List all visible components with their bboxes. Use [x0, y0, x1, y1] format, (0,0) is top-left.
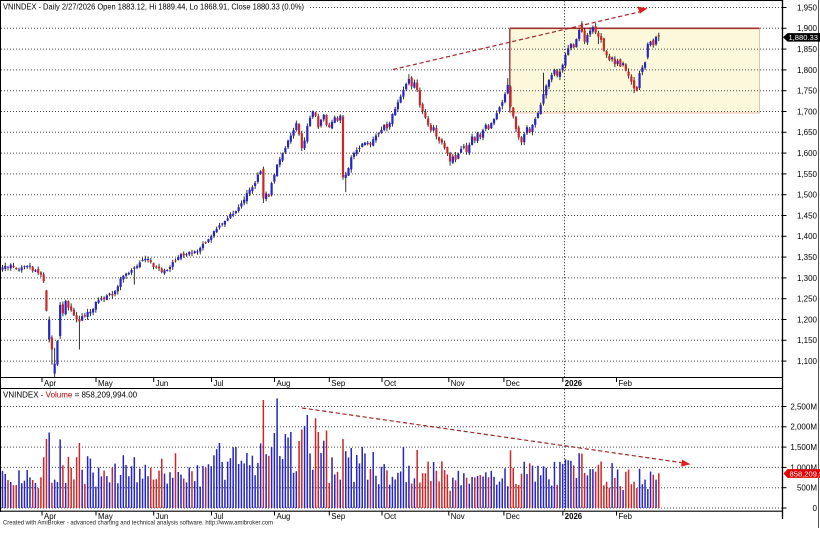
svg-text:1,750: 1,750: [797, 87, 818, 96]
svg-text:1,500: 1,500: [797, 191, 818, 200]
svg-text:1,500M: 1,500M: [790, 443, 817, 452]
svg-text:Feb: Feb: [619, 512, 633, 521]
svg-text:1,150: 1,150: [797, 336, 818, 345]
svg-text:Apr: Apr: [44, 379, 57, 388]
svg-text:1,200: 1,200: [797, 315, 818, 324]
svg-text:2026: 2026: [565, 379, 583, 388]
svg-text:Nov: Nov: [451, 512, 465, 521]
svg-text:Dec: Dec: [506, 512, 520, 521]
svg-text:1,800: 1,800: [797, 66, 818, 75]
svg-text:1,300: 1,300: [797, 274, 818, 283]
svg-text:1,700: 1,700: [797, 107, 818, 116]
svg-text:Created with AmiBroker - advan: Created with AmiBroker - advanced charti…: [3, 520, 273, 527]
svg-text:1,400: 1,400: [797, 232, 818, 241]
svg-text:Nov: Nov: [451, 379, 465, 388]
svg-text:Jul: Jul: [214, 379, 224, 388]
svg-text:2026: 2026: [565, 512, 583, 521]
svg-text:Sep: Sep: [331, 379, 346, 388]
svg-text:1,250: 1,250: [797, 295, 818, 304]
svg-text:1,950: 1,950: [797, 3, 818, 12]
svg-text:2,500M: 2,500M: [790, 402, 817, 411]
svg-text:Jun: Jun: [156, 379, 169, 388]
svg-text:858,209,994: 858,209,994: [790, 469, 820, 478]
svg-text:2,000M: 2,000M: [790, 423, 817, 432]
svg-text:Aug: Aug: [277, 512, 291, 521]
svg-text:Sep: Sep: [331, 512, 346, 521]
svg-text:1,450: 1,450: [797, 211, 818, 220]
svg-text:1,550: 1,550: [797, 170, 818, 179]
svg-text:VNINDEX - Volume = 858,209,994: VNINDEX - Volume = 858,209,994.00: [3, 391, 138, 400]
svg-text:1,100: 1,100: [797, 357, 818, 366]
svg-text:VNINDEX - Daily 2/27/2026 Open: VNINDEX - Daily 2/27/2026 Open 1883.12, …: [3, 3, 304, 12]
svg-text:500M: 500M: [797, 484, 817, 493]
svg-text:Dec: Dec: [506, 379, 520, 388]
svg-text:1,600: 1,600: [797, 149, 818, 158]
svg-text:Feb: Feb: [619, 379, 633, 388]
svg-text:Oct: Oct: [384, 512, 397, 521]
svg-text:1,350: 1,350: [797, 253, 818, 262]
svg-text:Aug: Aug: [277, 379, 291, 388]
svg-text:1,650: 1,650: [797, 128, 818, 137]
svg-text:Oct: Oct: [384, 379, 397, 388]
svg-text:1,880.33: 1,880.33: [788, 33, 818, 42]
svg-text:1,850: 1,850: [797, 45, 818, 54]
svg-text:0: 0: [813, 504, 818, 513]
svg-text:1,900: 1,900: [797, 24, 818, 33]
svg-text:May: May: [98, 379, 113, 388]
